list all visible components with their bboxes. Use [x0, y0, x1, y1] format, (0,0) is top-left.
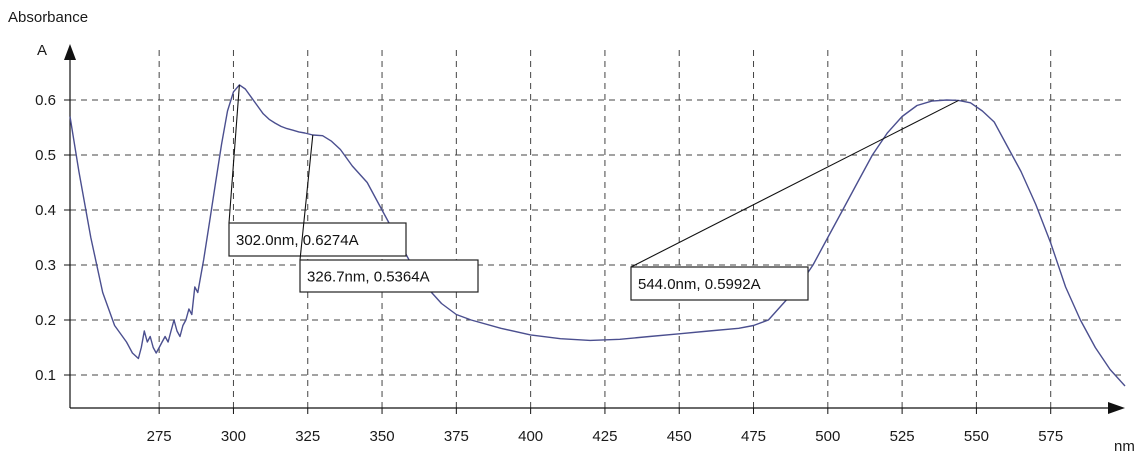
x-tick-label: 475 [741, 428, 766, 445]
annotation-label: 302.0nm, 0.6274A [236, 232, 359, 249]
x-tick-label: 300 [221, 428, 246, 445]
x-tick-label: 500 [815, 428, 840, 445]
annotation-leader-line [299, 134, 314, 261]
y-tick-marks [64, 99, 70, 376]
x-axis-arrow [1108, 402, 1125, 414]
y-axis-arrow [64, 44, 76, 60]
y-axis-label: Absorbance [8, 9, 88, 26]
y-tick-label: 0.2 [35, 312, 56, 329]
x-tick-label: 400 [518, 428, 543, 445]
axes [64, 44, 1125, 414]
x-tick-label: 450 [667, 428, 692, 445]
x-tick-label: 275 [147, 428, 172, 445]
annotation-box [228, 222, 407, 257]
y-tick-label: 0.4 [35, 202, 56, 219]
absorbance-series-line [69, 84, 1126, 387]
x-tick-label: 325 [295, 428, 320, 445]
annotation-box [299, 259, 479, 293]
annotation-leader-line [630, 99, 959, 268]
x-tick-label: 525 [890, 428, 915, 445]
x-tick-marks [158, 408, 1052, 414]
peak-annotations: 302.0nm, 0.6274A 326.7nm, 0.5364A 544.0nm,… [228, 84, 959, 301]
annotation-leader-line [228, 84, 240, 224]
annotation-label: 544.0nm, 0.5992A [638, 276, 761, 293]
x-tick-label: 550 [964, 428, 989, 445]
y-axis-unit: A [37, 42, 47, 59]
y-tick-label: 0.6 [35, 92, 56, 109]
x-tick-label: 350 [370, 428, 395, 445]
x-tick-label: 575 [1038, 428, 1063, 445]
x-axis-unit: nm [1114, 438, 1135, 455]
y-tick-label: 0.5 [35, 147, 56, 164]
y-tick-label: 0.1 [35, 367, 56, 384]
x-tick-label: 425 [592, 428, 617, 445]
grid-lines [70, 50, 1125, 408]
x-tick-label: 375 [444, 428, 469, 445]
y-tick-label: 0.3 [35, 257, 56, 274]
annotation-box [630, 266, 809, 301]
annotation-label: 326.7nm, 0.5364A [307, 269, 430, 286]
